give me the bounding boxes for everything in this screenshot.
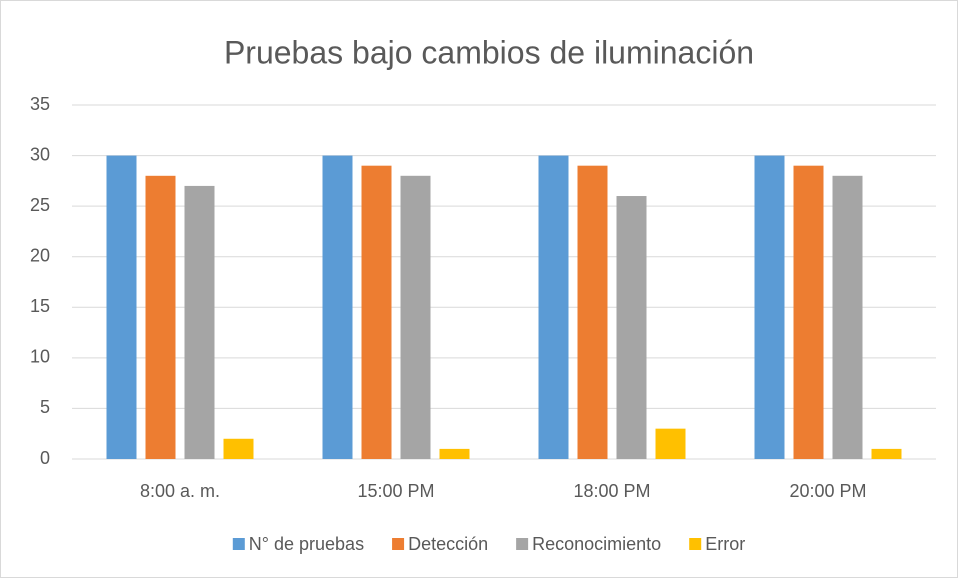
y-tick-label: 25	[30, 195, 50, 215]
x-tick-label: 15:00 PM	[357, 481, 434, 501]
legend-swatch	[392, 538, 405, 550]
x-tick-label: 20:00 PM	[789, 481, 866, 501]
bar	[400, 175, 431, 460]
chart-title: Pruebas bajo cambios de iluminación	[224, 34, 754, 70]
bar	[322, 155, 353, 460]
legend-label: N° de pruebas	[249, 534, 364, 554]
bar	[577, 165, 608, 459]
bar	[871, 448, 902, 459]
bar	[106, 155, 137, 460]
bar	[655, 428, 686, 459]
legend-label: Error	[705, 534, 745, 554]
legend-swatch	[689, 538, 702, 550]
bar	[754, 155, 785, 460]
bar	[616, 196, 647, 459]
legend-label: Reconocimiento	[532, 534, 661, 554]
legend-swatch	[516, 538, 529, 550]
bar	[145, 175, 176, 460]
y-tick-label: 30	[30, 144, 50, 164]
bar	[832, 175, 863, 460]
bar	[793, 165, 824, 459]
bar	[361, 165, 392, 459]
y-tick-label: 20	[30, 245, 50, 265]
legend-swatch	[232, 538, 245, 550]
bar	[439, 448, 470, 459]
x-tick-label: 18:00 PM	[573, 481, 650, 501]
y-tick-label: 0	[40, 448, 50, 468]
y-tick-label: 10	[30, 347, 50, 367]
legend-label: Detección	[408, 534, 488, 554]
y-tick-label: 5	[40, 397, 50, 417]
y-tick-label: 35	[30, 94, 50, 114]
bar	[184, 185, 215, 459]
x-tick-label: 8:00 a. m.	[140, 481, 220, 501]
bar	[538, 155, 569, 460]
bar	[223, 438, 254, 459]
y-tick-label: 15	[30, 296, 50, 316]
